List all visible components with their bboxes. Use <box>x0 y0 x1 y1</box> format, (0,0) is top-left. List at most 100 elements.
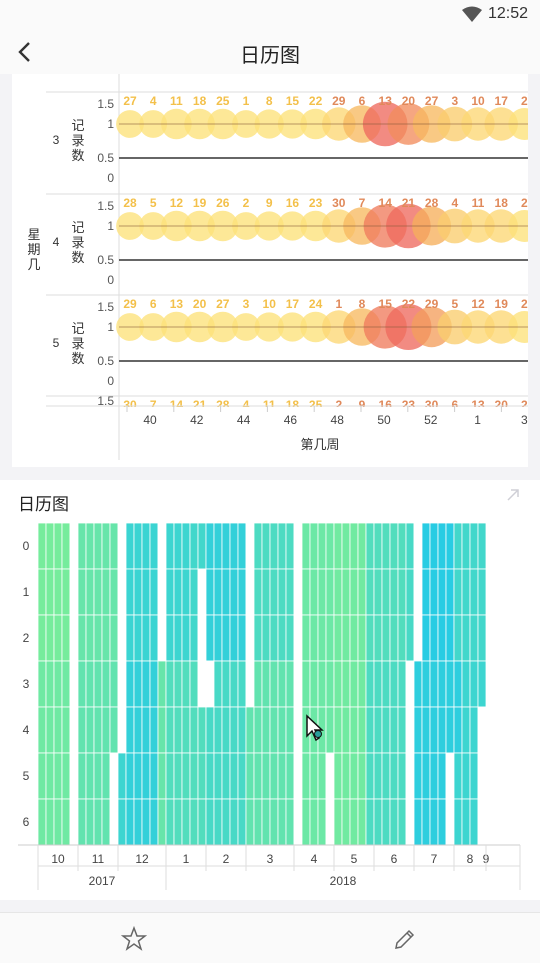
heatmap-cell <box>117 752 127 800</box>
day-label: 23 <box>309 196 323 210</box>
heatmap-cell <box>453 706 463 754</box>
y-tick-label: 1 <box>107 320 114 334</box>
heatmap-cell <box>205 706 215 754</box>
heatmap-cell <box>237 660 247 708</box>
back-arrow-icon[interactable] <box>10 36 42 68</box>
heatmap-cell <box>173 798 183 846</box>
heatmap-cell <box>229 706 239 754</box>
heatmap-cell <box>77 660 87 708</box>
day-label: 17 <box>286 297 300 311</box>
heatmap-cell <box>93 614 103 662</box>
heatmap-cell <box>293 522 303 570</box>
heatmap-cell <box>213 568 223 616</box>
heatmap-y-label: 2 <box>23 631 30 645</box>
heatmap-cell <box>189 706 199 754</box>
heatmap-cell <box>61 752 71 800</box>
heatmap-cell <box>285 522 295 570</box>
heatmap-cell <box>301 798 311 846</box>
heatmap-cell <box>77 522 87 570</box>
heatmap-cell <box>181 706 191 754</box>
heatmap-cell <box>429 522 439 570</box>
heatmap-cell <box>277 614 287 662</box>
y-tick-label: 1.5 <box>97 97 114 111</box>
heatmap-cell <box>365 568 375 616</box>
heatmap-cell <box>389 706 399 754</box>
heatmap-cell <box>45 798 55 846</box>
day-label: 27 <box>123 94 137 108</box>
heatmap-cell <box>437 706 447 754</box>
heatmap-cell <box>445 614 455 662</box>
heatmap-cell <box>109 798 119 846</box>
heatmap-month-label: 2 <box>223 852 230 866</box>
day-label: 20 <box>193 297 207 311</box>
heatmap-cell <box>69 752 79 800</box>
expand-arrow-icon[interactable] <box>506 488 520 502</box>
heatmap-cell <box>205 522 215 570</box>
heatmap-cell <box>173 568 183 616</box>
heatmap-cell <box>285 568 295 616</box>
heatmap-cell <box>93 660 103 708</box>
heatmap-cell <box>445 752 455 800</box>
heatmap-cell <box>245 706 255 754</box>
heatmap-cell <box>285 660 295 708</box>
heatmap-cell <box>445 522 455 570</box>
calendar-heatmap-card: 日历图 0 1 2 3 4 5 6 10 11 12 1 2 3 4 5 6 7 8 9 2017 2018 <box>0 480 540 900</box>
heatmap-cell <box>173 752 183 800</box>
heatmap-cell <box>269 752 279 800</box>
heatmap-cell <box>365 798 375 846</box>
heatmap-cell <box>349 568 359 616</box>
heatmap-year-label: 2018 <box>330 874 357 888</box>
heatmap-cell <box>149 752 159 800</box>
heatmap-cell <box>389 660 399 708</box>
heatmap-cell <box>317 798 327 846</box>
heatmap-cell <box>125 752 135 800</box>
heatmap-cell <box>45 568 55 616</box>
heatmap-cell <box>221 568 231 616</box>
heatmap-cell <box>365 706 375 754</box>
heatmap-cell <box>173 522 183 570</box>
heatmap-cell <box>53 706 63 754</box>
heatmap-cell <box>333 568 343 616</box>
heatmap-cell <box>453 614 463 662</box>
day-label: 26 <box>216 196 230 210</box>
heatmap-cell <box>269 798 279 846</box>
day-label: 13 <box>379 94 393 108</box>
heatmap-cell <box>149 522 159 570</box>
heatmap-cell <box>405 752 415 800</box>
day-label: 7 <box>150 398 157 412</box>
heatmap-cell <box>421 568 431 616</box>
page-title: 日历图 <box>240 45 300 67</box>
heatmap-cell <box>213 752 223 800</box>
heatmap-cell <box>77 614 87 662</box>
x-tick-label: 52 <box>424 413 438 427</box>
heatmap-cell <box>277 660 287 708</box>
heatmap-cell <box>277 568 287 616</box>
heatmap-cell <box>85 614 95 662</box>
heatmap-cell <box>309 752 319 800</box>
heatmap-cell <box>477 798 487 846</box>
heatmap-cell <box>293 706 303 754</box>
edit-pencil-icon[interactable] <box>392 926 418 952</box>
heatmap-cell <box>229 568 239 616</box>
heatmap-cell <box>429 614 439 662</box>
y-tick-label: 1 <box>107 219 114 233</box>
heatmap-cell <box>461 706 471 754</box>
heatmap-month-label: 6 <box>391 852 398 866</box>
heatmap-cell <box>181 660 191 708</box>
heatmap-cell <box>117 568 127 616</box>
heatmap-cell <box>341 660 351 708</box>
heatmap-month-label: 11 <box>92 852 105 866</box>
x-tick-label: 50 <box>377 413 391 427</box>
day-label: 22 <box>309 94 323 108</box>
heatmap-cell <box>469 614 479 662</box>
star-icon[interactable] <box>121 926 147 952</box>
heatmap-cell <box>133 706 143 754</box>
heatmap-cell <box>45 522 55 570</box>
heatmap-cell <box>221 522 231 570</box>
heatmap-cell <box>109 706 119 754</box>
heatmap-cell <box>45 706 55 754</box>
heatmap-cell <box>77 752 87 800</box>
y-tick-label: 1.5 <box>97 394 114 408</box>
heatmap-cell <box>469 568 479 616</box>
heatmap-cell <box>389 522 399 570</box>
